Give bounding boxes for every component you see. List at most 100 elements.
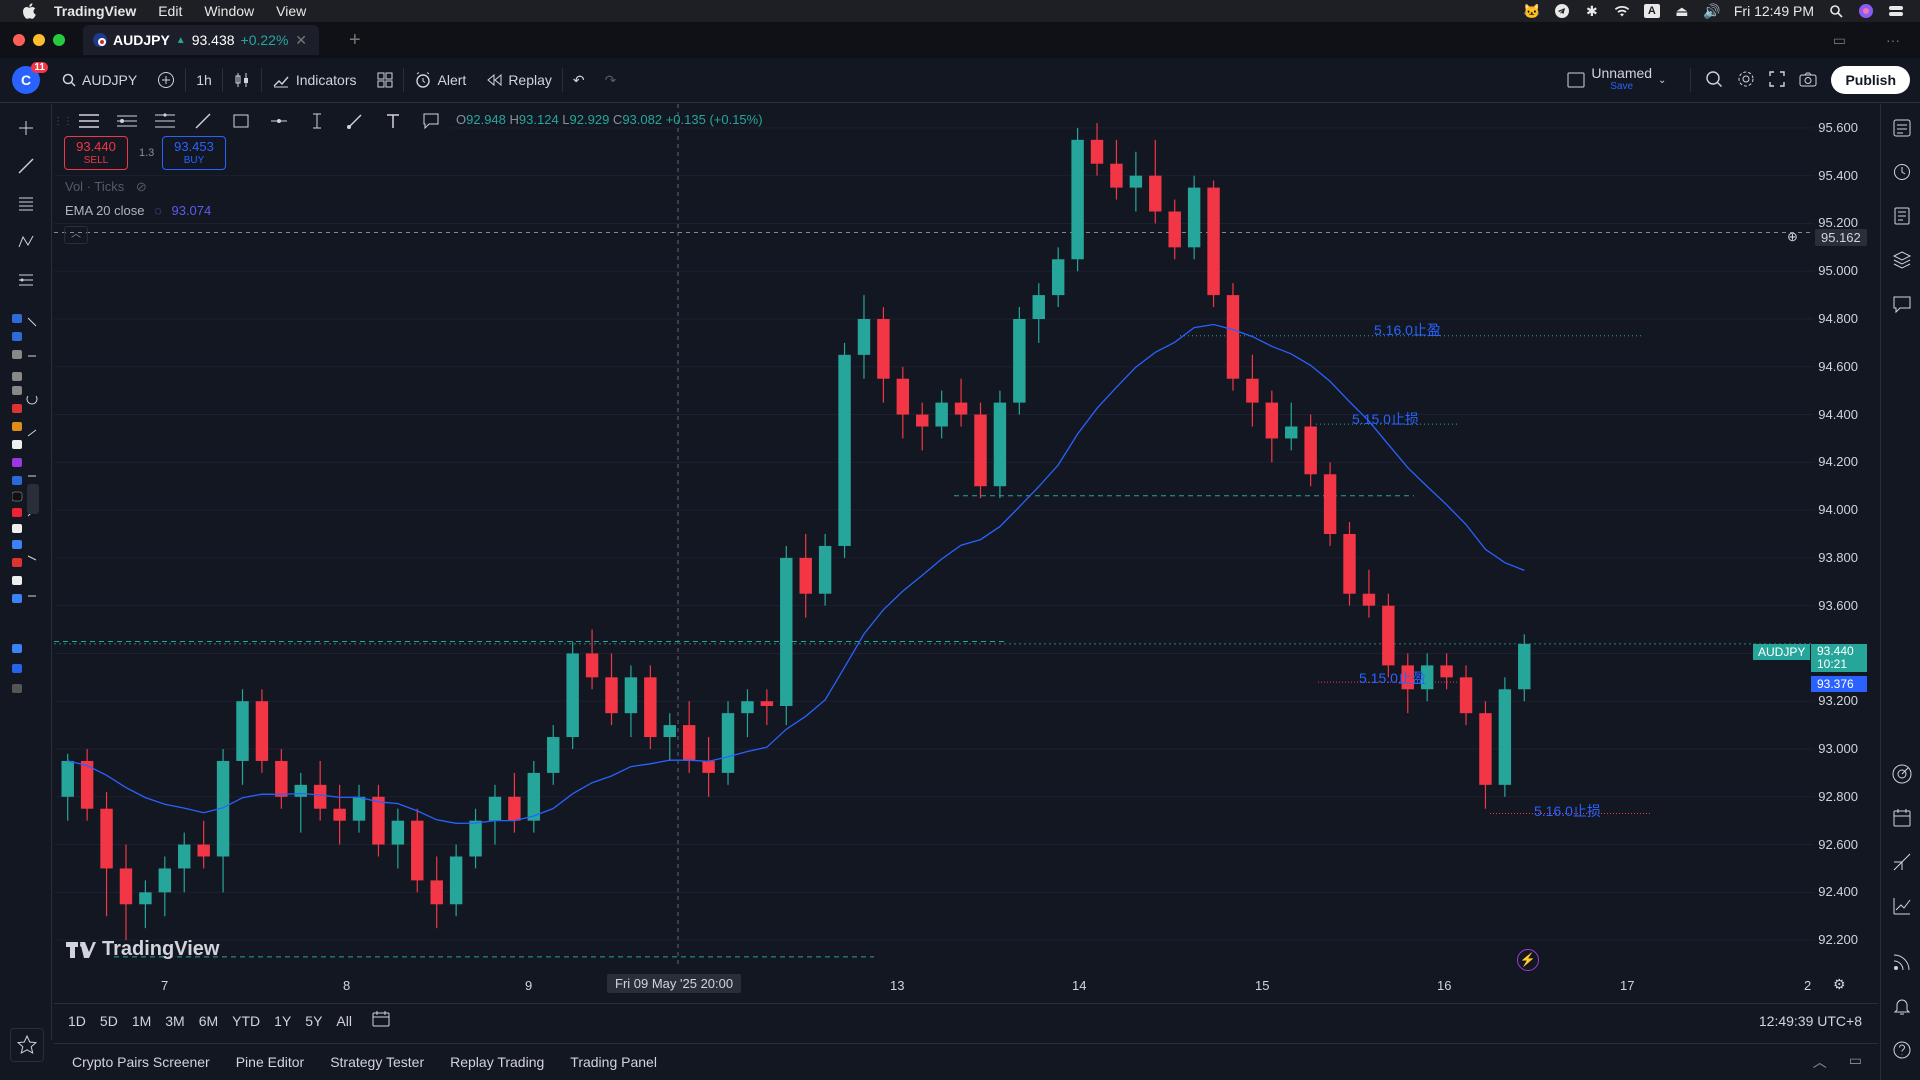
target-icon[interactable] bbox=[1890, 762, 1914, 786]
chart-pane[interactable] bbox=[54, 104, 1878, 995]
tab-trading-panel[interactable]: Trading Panel bbox=[570, 1054, 657, 1070]
chart-tab[interactable]: AUDJPY ▲ 93.438 +0.22% ✕ bbox=[83, 25, 319, 55]
siri-icon[interactable] bbox=[1858, 4, 1874, 18]
close-window-icon[interactable] bbox=[13, 34, 25, 46]
bluetooth-icon[interactable]: ✱ bbox=[1585, 2, 1598, 19]
range-1m[interactable]: 1M bbox=[131, 1012, 152, 1029]
maximize-panel-icon[interactable]: ▭ bbox=[1848, 1052, 1862, 1068]
menu-edit[interactable]: Edit bbox=[158, 3, 183, 19]
eject-icon[interactable]: ⏏ bbox=[1675, 2, 1689, 19]
sell-button[interactable]: 93.440 SELL bbox=[64, 136, 128, 170]
range-5d[interactable]: 5D bbox=[99, 1012, 118, 1029]
range-1d[interactable]: 1D bbox=[68, 1012, 86, 1029]
go-to-date-icon[interactable] bbox=[372, 1011, 390, 1030]
fib-tool-icon[interactable] bbox=[12, 192, 40, 216]
candlestick-chart[interactable] bbox=[54, 104, 1878, 995]
annotation-text[interactable]: 5.16.0止盈 bbox=[1374, 322, 1441, 338]
range-all[interactable]: All bbox=[336, 1012, 352, 1029]
alerts-clock-icon[interactable] bbox=[1890, 160, 1914, 184]
ray-tool-icon[interactable] bbox=[184, 106, 222, 136]
tab-strategy-tester[interactable]: Strategy Tester bbox=[330, 1054, 425, 1070]
layout-save-label[interactable]: Save bbox=[1610, 81, 1634, 92]
lightning-icon[interactable]: ⚡ bbox=[1517, 949, 1539, 971]
range-1y[interactable]: 1Y bbox=[274, 1012, 292, 1029]
chart-type-button[interactable] bbox=[223, 58, 261, 102]
ideas-icon[interactable] bbox=[1890, 850, 1914, 874]
telegram-icon[interactable] bbox=[1554, 4, 1570, 18]
annotation-text[interactable]: 5.16.0止损 bbox=[1534, 803, 1601, 819]
zoom-window-icon[interactable] bbox=[53, 34, 65, 46]
rss-icon[interactable] bbox=[1890, 950, 1914, 974]
symbol-search[interactable]: AUDJPY bbox=[52, 58, 147, 102]
indicators-button[interactable]: Indicators bbox=[262, 58, 367, 102]
favorites-star-icon[interactable] bbox=[10, 1028, 44, 1062]
layers-icon[interactable] bbox=[1890, 248, 1914, 272]
range-5y[interactable]: 5Y bbox=[305, 1012, 323, 1029]
channel-tool-icon[interactable] bbox=[108, 106, 146, 136]
volume-indicator-label[interactable]: Vol · Ticks ⊘ bbox=[65, 179, 147, 195]
settings-gear-icon[interactable] bbox=[1737, 70, 1755, 91]
time-axis-settings-icon[interactable]: ⚙ bbox=[1833, 976, 1846, 992]
chevron-up-icon[interactable]: ︿ bbox=[1812, 1054, 1827, 1070]
alert-button[interactable]: Alert bbox=[404, 58, 477, 102]
chat-icon[interactable] bbox=[1890, 292, 1914, 316]
layout-icon[interactable]: ▭ bbox=[1832, 31, 1846, 48]
watchlist-icon[interactable] bbox=[1890, 116, 1914, 140]
horizontal-line-tool-icon[interactable] bbox=[260, 106, 298, 136]
collapse-legend-button[interactable]: ︿ bbox=[64, 226, 88, 244]
drag-handle-icon[interactable]: ⋮⋮ bbox=[53, 115, 73, 127]
annotation-text[interactable]: 5.15.0止损 bbox=[1352, 411, 1419, 427]
hidden-eye-icon[interactable]: ⊘ bbox=[135, 179, 147, 194]
ema-indicator-label[interactable]: EMA 20 close ◌ 93.074 bbox=[65, 203, 211, 218]
publish-button[interactable]: Publish bbox=[1831, 66, 1910, 94]
pattern-tool-icon[interactable] bbox=[12, 230, 40, 254]
tab-replay-trading[interactable]: Replay Trading bbox=[450, 1054, 545, 1070]
cursor-tool-icon[interactable] bbox=[12, 116, 40, 140]
spotlight-search-icon[interactable] bbox=[1828, 4, 1844, 18]
menu-view[interactable]: View bbox=[276, 3, 307, 19]
range-ytd[interactable]: YTD bbox=[232, 1012, 261, 1029]
tab-pine-editor[interactable]: Pine Editor bbox=[235, 1054, 305, 1070]
pitchfork-tool-icon[interactable] bbox=[146, 106, 184, 136]
lines-tool-icon[interactable] bbox=[70, 106, 108, 136]
measure-tool-icon[interactable] bbox=[298, 106, 336, 136]
fullscreen-icon[interactable] bbox=[1769, 70, 1786, 90]
text-tool-icon[interactable] bbox=[374, 106, 412, 136]
help-icon[interactable] bbox=[1890, 1038, 1914, 1062]
annotation-text[interactable]: 5.15.0止盈 bbox=[1359, 670, 1426, 686]
layout-select[interactable]: Unnamed Save ⌄ bbox=[1557, 58, 1676, 103]
range-6m[interactable]: 6M bbox=[198, 1012, 219, 1029]
wifi-icon[interactable] bbox=[1614, 4, 1630, 18]
range-3m[interactable]: 3M bbox=[165, 1012, 185, 1029]
undo-button[interactable]: ↶ bbox=[563, 58, 595, 102]
apple-icon[interactable] bbox=[22, 3, 36, 19]
quick-search-icon[interactable] bbox=[1705, 70, 1723, 91]
trend-line-tool-icon[interactable] bbox=[12, 154, 40, 178]
data-window-icon[interactable] bbox=[1890, 204, 1914, 228]
menubar-clock[interactable]: Fri 12:49 PM bbox=[1733, 3, 1814, 19]
stream-icon[interactable] bbox=[1890, 894, 1914, 918]
redo-button[interactable]: ↷ bbox=[595, 58, 627, 102]
add-alert-icon[interactable]: ⊕ bbox=[1787, 229, 1798, 244]
interval-button[interactable]: 1h bbox=[186, 58, 222, 102]
menu-app-name[interactable]: TradingView bbox=[54, 3, 137, 19]
close-tab-icon[interactable]: ✕ bbox=[295, 31, 307, 48]
compare-symbol-button[interactable] bbox=[147, 58, 185, 102]
calendar-icon[interactable] bbox=[1890, 806, 1914, 830]
templates-button[interactable] bbox=[367, 58, 403, 102]
tab-crypto-pairs-screener[interactable]: Crypto Pairs Screener bbox=[72, 1054, 210, 1070]
user-avatar[interactable]: C 11 bbox=[12, 62, 48, 94]
volume-icon[interactable]: 🔊 bbox=[1703, 2, 1721, 19]
new-tab-icon[interactable]: + bbox=[349, 28, 361, 51]
replay-button[interactable]: Replay bbox=[476, 58, 562, 102]
cat-icon[interactable]: 🐱 bbox=[1523, 2, 1541, 19]
callout-tool-icon[interactable] bbox=[412, 106, 450, 136]
timezone-clock[interactable]: 12:49:39 UTC+8 bbox=[1758, 1012, 1862, 1029]
projection-tool-icon[interactable] bbox=[12, 268, 40, 292]
menu-window[interactable]: Window bbox=[204, 3, 255, 19]
input-source-icon[interactable]: A bbox=[1643, 4, 1660, 18]
rectangle-tool-icon[interactable] bbox=[222, 106, 260, 136]
buy-button[interactable]: 93.453 BUY bbox=[162, 136, 226, 170]
camera-icon[interactable] bbox=[1799, 71, 1817, 90]
minimize-window-icon[interactable] bbox=[33, 34, 45, 46]
